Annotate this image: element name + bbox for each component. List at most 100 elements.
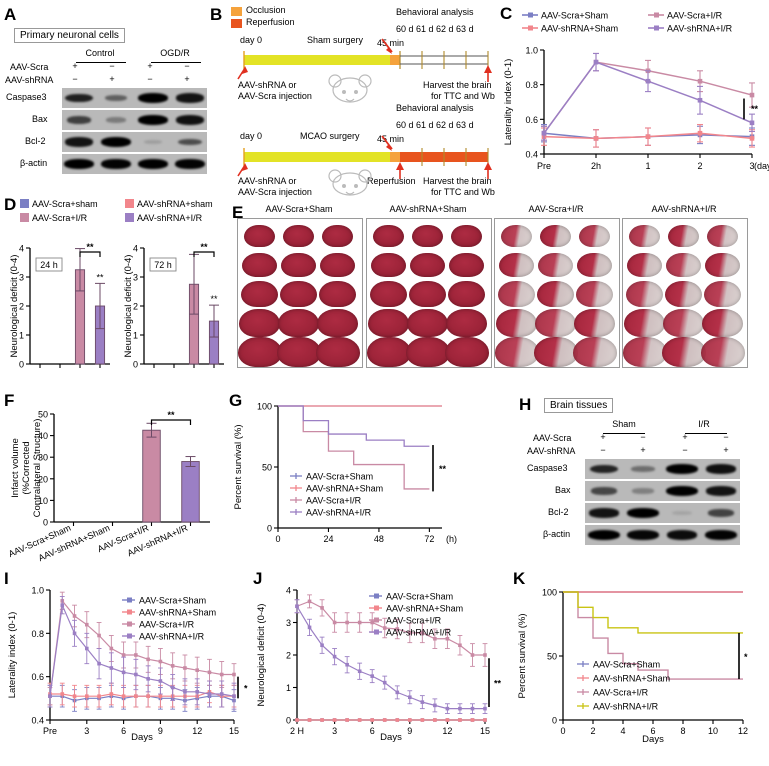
blot-band (178, 138, 202, 146)
svg-text:3: 3 (332, 726, 337, 736)
svg-text:4: 4 (620, 726, 625, 736)
svg-text:0: 0 (43, 518, 48, 528)
chart-g: 0 50 100 0 24 48 72 (h) Percent survival (%) AAV-… (233, 402, 457, 545)
svg-text:2: 2 (19, 302, 24, 312)
mouse-icon-bottom (328, 169, 372, 196)
brain-slice (702, 308, 743, 338)
panel-a-group-ogdr: OGD/R (160, 48, 190, 58)
svg-text:AAV-shRNA+Sham: AAV-shRNA+Sham (139, 608, 216, 618)
brain-slice (499, 252, 534, 278)
svg-text:0: 0 (560, 726, 565, 736)
svg-text:50: 50 (547, 652, 557, 662)
svg-text:0: 0 (552, 716, 557, 726)
panel-h-blot-strip-2 (585, 503, 740, 523)
panel-label-g: G (229, 391, 243, 410)
panel-label-k: K (513, 569, 526, 588)
panel-a-shrna-v0: − (72, 74, 78, 84)
reperfusion-swatch (231, 19, 242, 28)
panel-b-top-duration: 45 min (377, 38, 405, 48)
blot-band (588, 530, 620, 540)
blot-band (707, 509, 735, 517)
blot-band (666, 486, 698, 496)
panel-a-blot-strip-1 (62, 110, 207, 130)
mouse-icon-top (328, 74, 372, 103)
panel-h-group-sham-rule (603, 433, 645, 434)
svg-text:3: 3 (84, 726, 89, 736)
brain-slice (572, 337, 617, 367)
svg-text:24: 24 (323, 534, 333, 544)
svg-text:**: ** (494, 679, 502, 689)
panel-b-bottom-day0: day 0 (240, 131, 263, 141)
svg-text:3: 3 (133, 273, 138, 283)
svg-text:AAV-Scra+Sham: AAV-Scra+Sham (541, 11, 608, 21)
panel-b-top-injection-l1: AAV-shRNA or (238, 80, 297, 90)
svg-text:0.4: 0.4 (31, 716, 44, 726)
svg-text:4: 4 (19, 244, 24, 254)
panel-h-blot-label-2: Bcl-2 (548, 507, 569, 517)
svg-text:AAV-shRNA+I/R: AAV-shRNA+I/R (139, 632, 205, 642)
brain-slice (577, 252, 612, 278)
svg-text:AAV-Scra+Sham: AAV-Scra+Sham (306, 472, 373, 482)
blot-band (105, 117, 127, 123)
svg-text:**: ** (200, 242, 208, 252)
panel-h-scra-v2: + (682, 432, 688, 442)
panel-b-bottom-injection-l2: AAV-Scra injection (238, 187, 312, 197)
brain-slice (666, 252, 701, 278)
panel-a-row-label-shrna: AAV-shRNA (5, 75, 54, 85)
brain-slice (533, 337, 578, 367)
svg-text:50: 50 (38, 410, 48, 420)
brain-slice (628, 224, 661, 248)
blot-band (175, 93, 205, 103)
svg-text:AAV-Scra+Sham: AAV-Scra+Sham (593, 660, 660, 670)
panel-a-blot-label-3: β-actin (20, 158, 48, 168)
svg-text:AAV-shRNA+I/R: AAV-shRNA+I/R (306, 508, 372, 518)
svg-text:Neurological deficit (0-4): Neurological deficit (0-4) (256, 604, 267, 707)
svg-text:2: 2 (286, 651, 291, 661)
svg-text:2h: 2h (591, 161, 601, 171)
brain-slice (237, 337, 282, 367)
blot-band (104, 94, 128, 102)
svg-text:40: 40 (38, 431, 48, 441)
blot-band (627, 530, 659, 540)
blot-band (591, 487, 617, 495)
svg-text:AAV-shRNA+sham: AAV-shRNA+sham (137, 199, 213, 209)
panel-h-row-label-shrna: AAV-shRNA (527, 446, 576, 456)
svg-text:Neurological deficit (0-4): Neurological deficit (0-4) (9, 255, 20, 358)
svg-text:AAV-shRNA+I/R: AAV-shRNA+I/R (593, 702, 659, 712)
chart-i: 0.4 0.6 0.8 1.0 Pre 3 6 9 12 15 Days Laterality ind… (7, 586, 248, 744)
svg-text:Pre: Pre (537, 161, 551, 171)
panel-e-group-label: AAV-Scra+Sham (265, 204, 333, 214)
svg-text:**: ** (439, 464, 447, 474)
svg-text:1: 1 (133, 331, 138, 341)
brain-slice (664, 280, 703, 308)
brain-slice (627, 252, 662, 278)
svg-text:(days): (days) (754, 161, 769, 171)
brain-slice (494, 337, 539, 367)
brain-slice (661, 337, 706, 367)
panel-a-blot-label-1: Bax (32, 114, 48, 124)
svg-text:72 h: 72 h (154, 260, 172, 270)
blot-band (705, 530, 737, 540)
panel-a-scra-v1: − (109, 61, 115, 71)
svg-text:3: 3 (286, 618, 291, 628)
panel-b-legend-reperfusion: Reperfusion (246, 17, 295, 27)
brain-slice (405, 337, 450, 367)
blot-band (632, 488, 654, 494)
svg-text:(%Corrected: (%Corrected (21, 441, 32, 494)
occlusion-swatch (231, 7, 242, 16)
panel-label-c: C (500, 4, 513, 23)
brain-slice (574, 308, 615, 338)
panel-e-group-label: AAV-shRNA+I/R (651, 204, 717, 214)
brain-slice (705, 252, 740, 278)
brain-slice (281, 252, 316, 278)
brain-slice (278, 308, 319, 338)
brain-slice (410, 252, 445, 278)
panel-label-f: F (4, 391, 15, 410)
brain-slice (449, 252, 484, 278)
brain-slice (535, 308, 576, 338)
svg-text:0.8: 0.8 (525, 80, 538, 90)
svg-text:72: 72 (424, 534, 434, 544)
svg-text:6: 6 (121, 726, 126, 736)
svg-text:0: 0 (286, 716, 291, 726)
panel-h-blot-strip-1 (585, 481, 740, 501)
